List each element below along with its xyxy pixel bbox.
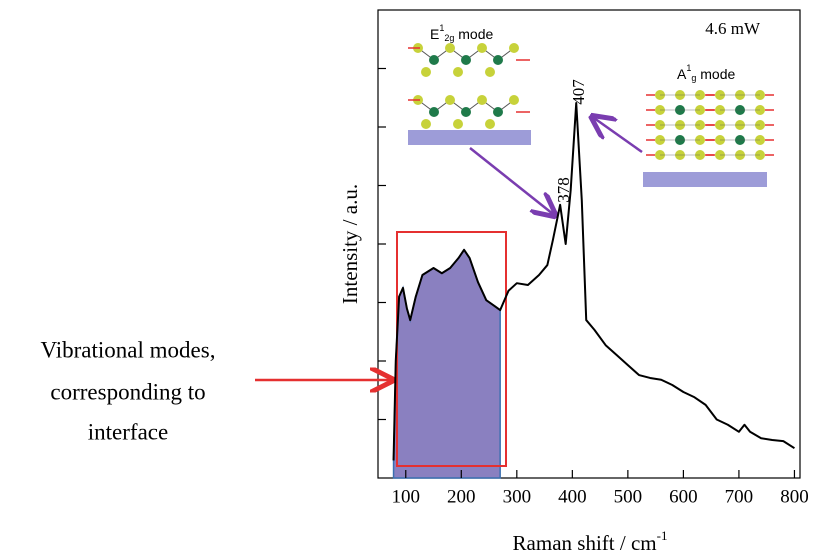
x-tick-label: 100	[392, 486, 421, 507]
atom	[675, 135, 685, 145]
atom	[755, 120, 765, 130]
atom	[695, 120, 705, 130]
atom	[735, 150, 745, 160]
atom	[715, 105, 725, 115]
atom	[421, 119, 431, 129]
mode-sup: 1	[439, 23, 444, 33]
mode-rest: mode	[454, 26, 493, 42]
atom	[429, 55, 439, 65]
atom	[755, 150, 765, 160]
mode-sup: 1	[686, 63, 691, 73]
atom	[485, 119, 495, 129]
mode-sub: 2g	[444, 33, 454, 43]
atom	[509, 95, 519, 105]
atom	[485, 67, 495, 77]
atom	[429, 107, 439, 117]
atom	[695, 105, 705, 115]
atom	[453, 119, 463, 129]
atom	[493, 107, 503, 117]
side-note: Vibrational modes, corresponding to inte…	[41, 337, 216, 444]
x-axis-label: Raman shift / cm-1	[513, 528, 668, 555]
side-note-line: interface	[88, 419, 168, 444]
e-mode-label: E12g mode	[430, 23, 493, 43]
substrate	[643, 172, 767, 187]
atom	[421, 67, 431, 77]
atom	[735, 120, 745, 130]
atom	[675, 105, 685, 115]
atom	[715, 150, 725, 160]
side-note-line: Vibrational modes,	[41, 337, 216, 362]
atom	[445, 95, 455, 105]
atom	[735, 135, 745, 145]
mode-sub: g	[691, 73, 696, 83]
atom	[735, 105, 745, 115]
atom	[461, 55, 471, 65]
atom	[655, 120, 665, 130]
atom	[445, 43, 455, 53]
x-label-text: Raman shift / cm	[513, 531, 657, 555]
atom	[695, 150, 705, 160]
atom	[655, 105, 665, 115]
power-label: 4.6 mW	[705, 19, 761, 38]
atom	[477, 95, 487, 105]
substrate	[408, 130, 531, 145]
spectrum-line	[392, 102, 795, 461]
side-note-line: corresponding to	[50, 379, 205, 404]
x-tick-label: 300	[503, 486, 532, 507]
atom	[695, 90, 705, 100]
atom	[493, 55, 503, 65]
x-tick-label: 500	[614, 486, 643, 507]
atom	[715, 135, 725, 145]
mode-base: A	[677, 66, 687, 82]
mode-base: E	[430, 26, 439, 42]
peak-label: 407	[569, 79, 588, 105]
pointer-arrow	[469, 147, 553, 214]
highlight-area	[392, 248, 501, 479]
atom	[655, 135, 665, 145]
x-tick-label: 400	[558, 486, 587, 507]
atom	[755, 105, 765, 115]
atom	[461, 107, 471, 117]
atom	[695, 135, 705, 145]
mode-rest: mode	[696, 66, 735, 82]
atom	[509, 43, 519, 53]
atom	[453, 67, 463, 77]
a-mode-label: A1g mode	[677, 63, 735, 83]
atom	[675, 150, 685, 160]
atom	[675, 120, 685, 130]
atom	[655, 90, 665, 100]
atom	[755, 90, 765, 100]
atom	[477, 43, 487, 53]
x-tick-label: 200	[447, 486, 476, 507]
x-tick-label: 600	[669, 486, 698, 507]
atom	[715, 90, 725, 100]
y-axis-label: Intensity / a.u.	[338, 184, 362, 304]
atom	[755, 135, 765, 145]
x-tick-label: 700	[725, 486, 754, 507]
atom	[715, 120, 725, 130]
pointer-arrow	[594, 118, 643, 154]
atom	[655, 150, 665, 160]
atom	[675, 90, 685, 100]
x-label-sup: -1	[657, 528, 668, 543]
atom	[735, 90, 745, 100]
x-tick-label: 800	[780, 486, 809, 507]
